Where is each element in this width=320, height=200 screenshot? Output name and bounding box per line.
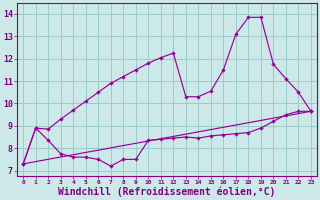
X-axis label: Windchill (Refroidissement éolien,°C): Windchill (Refroidissement éolien,°C) [58,187,276,197]
